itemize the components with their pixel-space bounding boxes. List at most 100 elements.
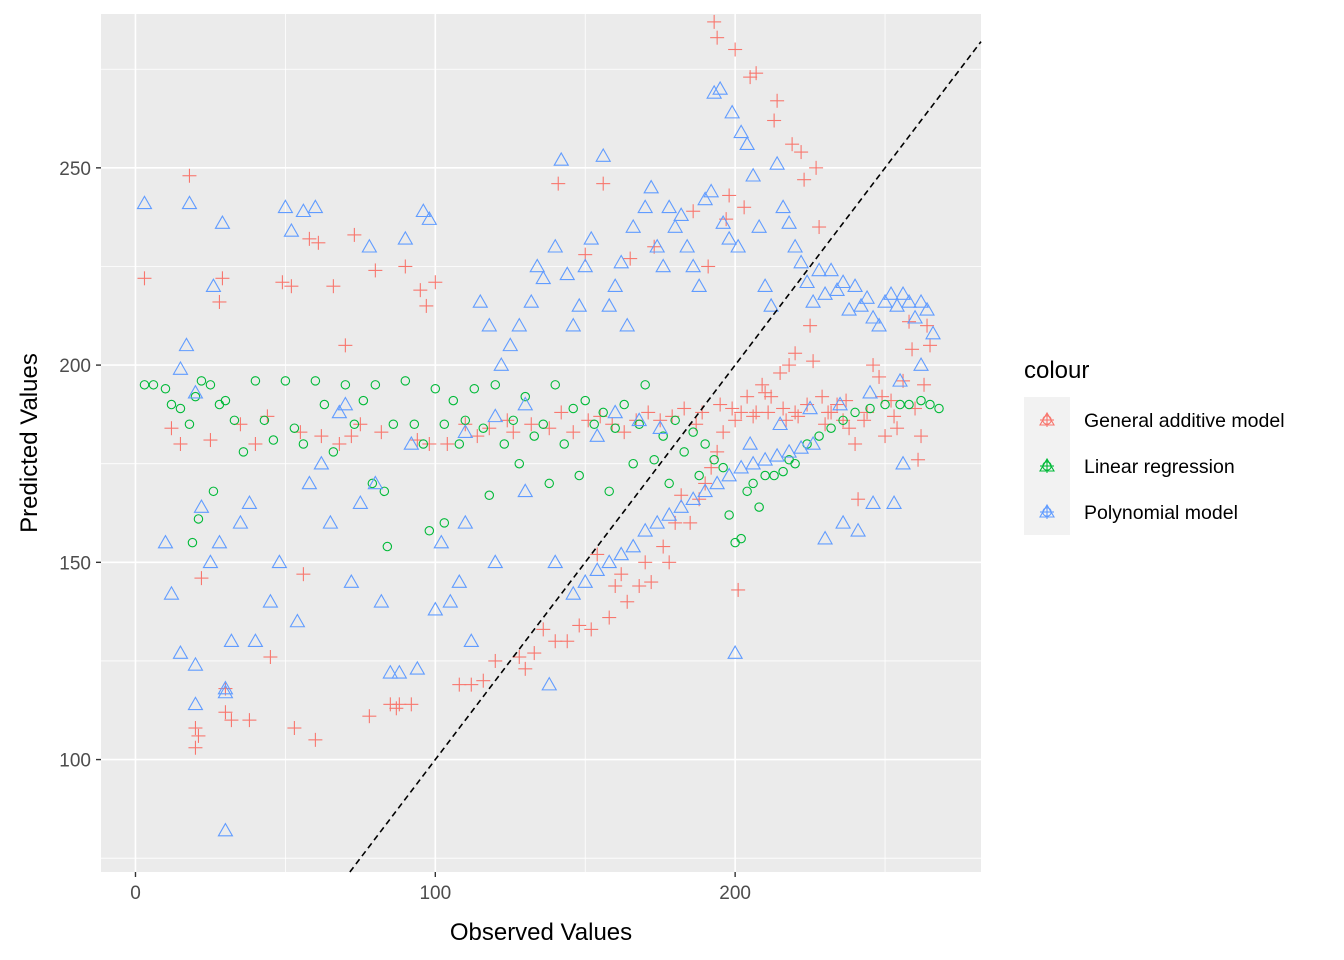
linear-point [310,376,321,386]
gam-point [218,705,233,720]
gam-point [527,646,542,661]
poly-point [373,593,390,608]
gam-point [164,421,179,436]
gam-point [308,732,323,747]
gam-point [353,417,368,432]
linear-point [448,395,459,406]
poly-point [502,337,519,352]
poly-point [763,297,780,312]
linear-point [688,427,698,437]
gam-point [749,405,764,420]
poly-point [772,416,789,431]
linear-point [193,514,204,524]
linear-point [349,419,360,430]
gam-point [878,429,893,444]
poly-point [583,230,600,245]
poly-point [517,396,534,411]
gam-point [764,389,779,404]
gam-point [770,93,785,108]
gam-point [203,433,218,448]
poly-point [352,495,369,509]
poly-point [799,274,816,289]
poly-point [631,412,648,427]
gam-point [452,677,467,692]
gam-point [791,409,806,424]
linear-point [559,439,569,449]
poly-point [391,664,408,679]
poly-point [589,562,606,577]
gam-point [566,425,581,440]
poly-point [925,325,941,340]
poly-point [178,337,195,352]
linear-point [367,478,378,489]
linear-point [205,380,216,390]
poly-point [187,656,204,671]
linear-point [709,455,719,465]
poly-point [181,195,198,210]
poly-point [262,593,279,608]
poly-point [367,475,384,490]
gam-point [344,429,359,444]
poly-point [511,317,528,332]
linear-point [664,478,674,489]
gam-point [773,365,788,380]
poly-point [565,317,582,332]
gam-point [728,413,743,428]
poly-point [382,664,399,679]
poly-point [487,554,504,569]
poly-point [703,183,720,198]
poly-point [301,475,318,490]
linear-point [589,419,599,430]
poly-point [553,151,570,166]
linear-point [814,431,824,441]
series-polynomial-model [136,80,941,837]
poly-point [283,222,300,237]
gam-point [524,417,539,432]
gam-point [731,582,746,597]
gam-point [536,622,551,637]
gam-point [740,389,755,404]
gam-point [920,318,935,333]
gam-point [890,421,905,436]
linear-point [469,384,480,394]
linear-point [694,470,704,481]
poly-point [865,495,882,509]
gam-point [392,697,407,712]
poly-point [901,293,917,308]
y-axis-title: Predicted Values [16,353,43,533]
x-tick-label: 100 [419,883,451,904]
poly-point [193,498,210,513]
poly-point [652,420,669,435]
legend-label: Linear regression [1084,456,1235,478]
linear-point [424,526,435,536]
gam-point [188,721,203,736]
gam-point [656,539,671,554]
poly-point [472,293,489,308]
gam-point [728,42,743,57]
gam-point [398,259,413,274]
gam-point [716,425,731,440]
gam-point [785,137,800,152]
poly-point [163,585,180,600]
linear-point [925,399,935,410]
gam-point [812,220,827,235]
poly-point [421,211,438,225]
poly-point [775,199,792,214]
poly-point [715,214,732,229]
poly-point [769,447,786,462]
x-tick-label: 200 [719,883,751,904]
linear-point [838,415,848,426]
linear-point [238,447,249,457]
gam-point [389,701,404,716]
gam-point [347,227,362,242]
gam-point [488,653,503,668]
poly-point [397,230,414,245]
gam-point [422,436,437,451]
linear-point [826,423,836,433]
y-tick-label: 200 [59,356,91,377]
poly-point [331,404,348,419]
poly-point [805,435,822,450]
poly-point [769,155,786,170]
poly-point [757,278,774,292]
poly-point [787,238,804,253]
